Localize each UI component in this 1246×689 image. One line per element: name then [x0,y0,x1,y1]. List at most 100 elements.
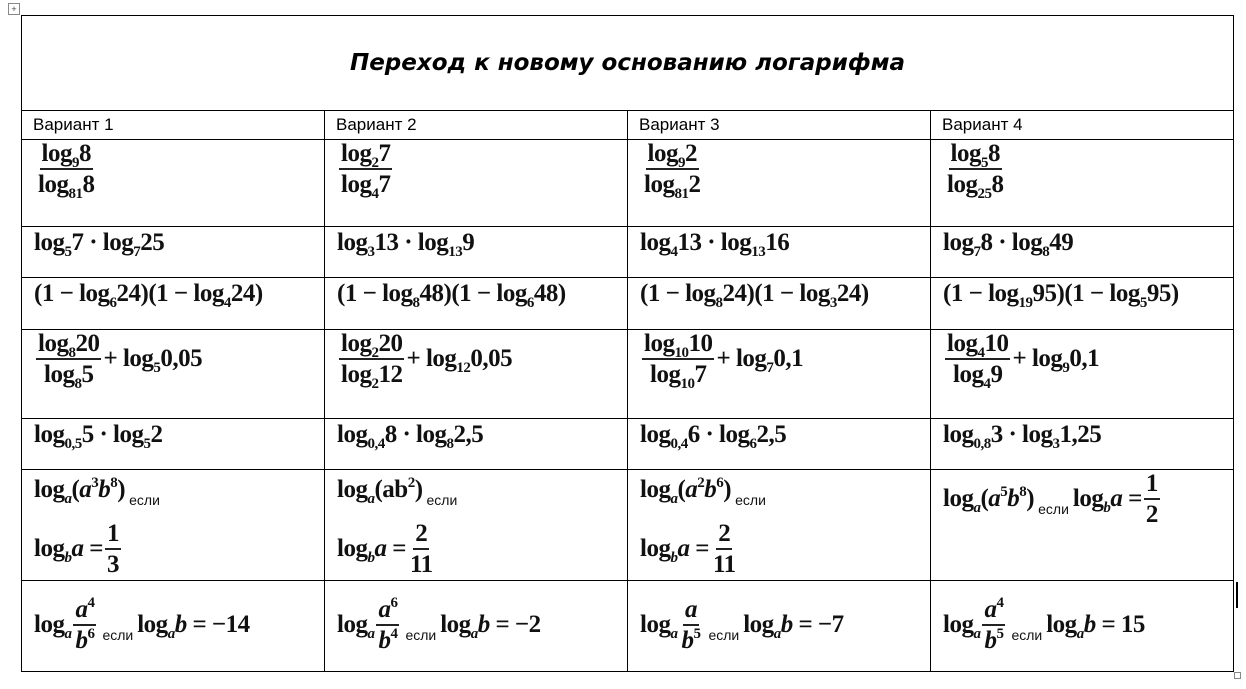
fraction-denominator: b6 [75,626,95,655]
fraction-numerator: 2 [716,520,733,550]
formula-text: log0,83 · log31,25 [943,421,1102,452]
table-row: loga(a3b8) если logba = 1 3 loga(ab2) если logb… [21,469,1234,581]
fraction-numerator: log58 [948,140,1002,171]
exercise-cell: (1 − log848)(1 − log648) [324,277,628,330]
exercise-cell: log0,55 · log52 [21,418,325,470]
exercise-cell: (1 − log1995)(1 − log595) [930,277,1234,330]
formula-text: logab = −2 [440,610,541,642]
formula-text: logab = −7 [743,610,844,642]
fraction-denominator: b4 [378,626,398,655]
text-cursor [1236,582,1238,608]
table-row: (1 − log624)(1 − log424) (1 − log848)(1 −… [21,277,1234,330]
page-title: Переход к новому основанию логарифма [21,15,1234,111]
formula-text: (1 − log848)(1 − log648) [337,280,566,311]
formula-line: loga a4 b5 если logab = 15 [943,596,1233,656]
formula-line: log0,55 · log52 [34,421,324,452]
exercise-cell: log27 log47 [324,139,628,227]
formula-line: (1 − log824)(1 − log324) [640,280,930,311]
condition-word: если [708,626,740,643]
fraction: log92 log812 [642,140,702,202]
exercise-cell: log58 log258 [930,139,1234,227]
exercise-cell: loga(a2b6) если logba = 2 11 [627,469,931,581]
formula-line: log1010 log107 + log70,1 [640,330,930,392]
formula-line: loga(ab2) если [337,470,627,520]
formula-text: loga(ab2) [337,475,423,507]
formula-text: log413 · log1316 [640,229,790,260]
formula-line: (1 − log848)(1 − log648) [337,280,627,311]
formula-text: loga [640,610,678,642]
formula-line: log92 log812 [640,140,930,202]
exercise-cell: log92 log812 [627,139,931,227]
table-row: log57 · log725 log313 · log139 log413 · lo… [21,226,1234,278]
table-row: log0,55 · log52 log0,48 · log82,5 log0,46 … [21,418,1234,470]
formula-text: + log120,05 [406,344,513,376]
exercise-cell: log57 · log725 [21,226,325,278]
header-variant-4: Вариант 4 [930,110,1234,140]
formula-line: log413 · log1316 [640,229,930,260]
exercise-cell: (1 − log824)(1 − log324) [627,277,931,330]
formula-line: (1 − log1995)(1 − log595) [943,280,1233,311]
fraction-numerator: log92 [645,140,699,171]
exercise-cell: log0,48 · log82,5 [324,418,628,470]
table-row: loga a4 b6 если logab = −14 loga a6 b4 если logab… [21,580,1234,672]
formula-text: logba = [337,534,406,566]
condition-word: если [426,492,458,508]
formula-line: loga(a3b8) если [34,470,324,520]
formula-line: loga a4 b6 если logab = −14 [34,596,324,656]
formula-line: log820 log85 + log50,05 [34,330,324,392]
fraction-denominator: log47 [341,171,391,202]
formula-text: + log50,05 [103,344,203,376]
formula-line: logba = 2 11 [337,520,627,580]
formula-text: logba = [34,534,103,566]
header-variant-1: Вариант 1 [21,110,325,140]
formula-line: log27 log47 [337,140,627,202]
fraction-denominator: log812 [644,171,701,202]
formula-text: log57 · log725 [34,229,165,260]
fraction-denominator: log107 [650,361,707,392]
formula-line: log313 · log139 [337,229,627,260]
formula-text: + log90,1 [1012,344,1100,376]
table-row: log98 log818 log27 log47 log92 log812 log58 log… [21,139,1234,227]
fraction-denominator: log258 [947,171,1004,202]
table-move-handle[interactable]: + [8,3,20,15]
table-body: log98 log818 log27 log47 log92 log812 log58 log… [21,139,1234,672]
formula-line: log220 log212 + log120,05 [337,330,627,392]
fraction: log58 log258 [945,140,1005,202]
fraction: a b5 [679,596,702,656]
header-variant-2: Вариант 2 [324,110,628,140]
formula-line: log78 · log849 [943,229,1233,260]
exercise-cell: loga(a5b8) если logba = 1 2 [930,469,1234,581]
exercise-cell: log313 · log139 [324,226,628,278]
formula-text: loga [34,610,72,642]
fraction: log27 log47 [339,140,393,202]
formula-line: log410 log49 + log90,1 [943,330,1233,392]
exercise-cell: loga(ab2) если logba = 2 11 [324,469,628,581]
exercise-cell: log410 log49 + log90,1 [930,329,1234,419]
fraction-denominator: 11 [409,551,433,578]
formula-text: (1 − log824)(1 − log324) [640,280,869,311]
condition-word: если [1011,626,1043,643]
formula-line: log98 log818 [34,140,324,202]
fraction-denominator: 11 [712,551,736,578]
table-resize-handle[interactable] [1234,672,1241,679]
exercise-table: Переход к новому основанию логарифма Вар… [21,15,1234,672]
formula-line: log57 · log725 [34,229,324,260]
exercise-cell: loga a6 b4 если logab = −2 [324,580,628,672]
fraction: log1010 log107 [642,330,715,392]
fraction: a6 b4 [376,596,400,656]
fraction: log220 log212 [339,330,405,392]
exercise-cell: log98 log818 [21,139,325,227]
formula-line: loga a b5 если logab = −7 [640,596,930,656]
table-row: log820 log85 + log50,05 log220 log212 + log12… [21,329,1234,419]
formula-line: logba = 1 3 [34,520,324,580]
fraction: 2 11 [408,520,435,580]
formula-text: logab = −14 [137,610,250,642]
formula-text: loga [943,610,981,642]
fraction: log98 log818 [36,140,96,202]
fraction-denominator: 2 [1145,501,1159,528]
fraction-numerator: 2 [413,520,430,550]
fraction-denominator: log818 [38,171,95,202]
header-variant-3: Вариант 3 [627,110,931,140]
fraction: log410 log49 [945,330,1011,392]
formula-text: logba = [640,534,709,566]
